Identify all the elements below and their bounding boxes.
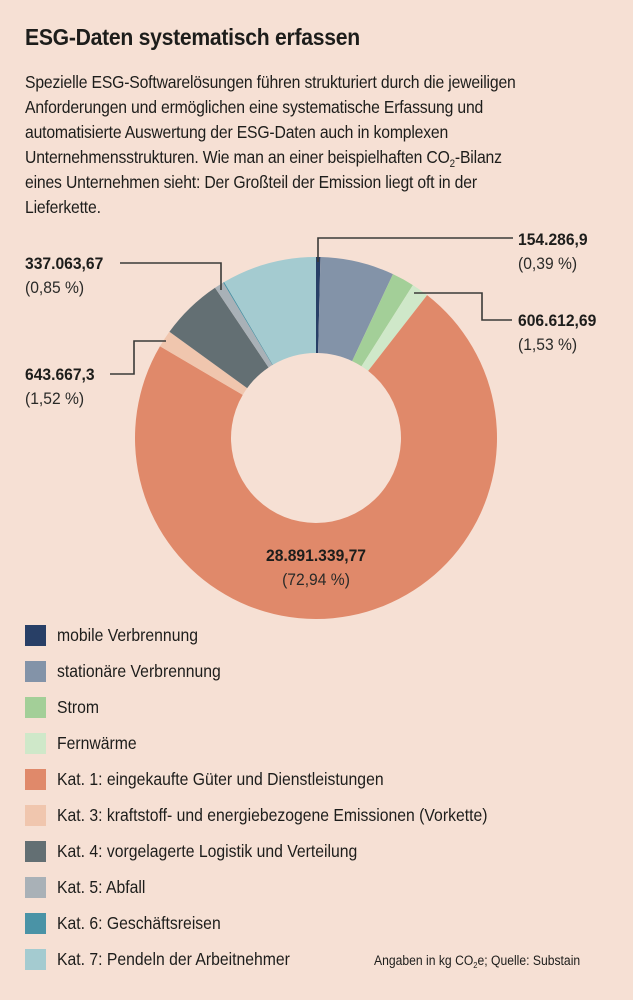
donut-slices bbox=[135, 257, 498, 619]
data-label-value: 337.063,67 bbox=[25, 254, 104, 273]
legend-label: stationäre Verbrennung bbox=[57, 661, 221, 681]
legend-label: Kat. 7: Pendeln der Arbeitnehmer bbox=[57, 949, 290, 969]
data-label-fernwaerme: 606.612,69 (1,53 %) bbox=[518, 309, 596, 357]
legend-label: Kat. 4: vorgelagerte Logistik und Vertei… bbox=[57, 841, 358, 861]
legend-swatch bbox=[25, 877, 46, 898]
chart-title: ESG-Daten systematisch erfassen bbox=[25, 24, 360, 50]
data-label-percent: (1,53 %) bbox=[518, 335, 578, 354]
data-label-value: 643.667,3 bbox=[25, 365, 95, 384]
data-label-value: 606.612,69 bbox=[518, 311, 597, 330]
data-label-percent: (72,94 %) bbox=[282, 570, 350, 589]
data-label-percent: (0,85 %) bbox=[25, 278, 85, 297]
co2-subscript: 2 bbox=[473, 959, 478, 970]
source-prefix: Angaben in kg CO bbox=[374, 953, 474, 968]
legend-label: Kat. 5: Abfall bbox=[57, 877, 146, 897]
legend-swatch bbox=[25, 913, 46, 934]
donut-slice-3 bbox=[361, 285, 428, 371]
donut-slice-2 bbox=[352, 274, 413, 367]
intro-line: eines Unternehmen sieht: Der Großteil de… bbox=[25, 172, 477, 192]
legend-label: Kat. 6: Geschäftsreisen bbox=[57, 913, 221, 933]
intro-line: Lieferkette. bbox=[25, 197, 101, 217]
donut-slice-8 bbox=[223, 282, 273, 366]
intro-line-tail: -Bilanz bbox=[454, 147, 502, 167]
legend-label: Kat. 3: kraftstoff- und energiebezogene … bbox=[57, 805, 488, 825]
intro-line: automatisierte Auswertung der ESG-Daten … bbox=[25, 122, 449, 142]
legend-swatch bbox=[25, 661, 46, 682]
data-label-value: 28.891.339,77 bbox=[265, 546, 367, 565]
intro-line: Spezielle ESG-Softwarelösungen führen st… bbox=[25, 72, 516, 92]
legend-label: mobile Verbrennung bbox=[57, 625, 198, 645]
legend-label: Strom bbox=[57, 697, 100, 717]
legend-swatch bbox=[25, 841, 46, 862]
leader-line-kat5 bbox=[120, 262, 222, 290]
legend-swatch bbox=[25, 949, 46, 970]
donut-slice-7 bbox=[215, 282, 273, 368]
legend-swatch bbox=[25, 733, 46, 754]
intro-line: Unternehmensstrukturen. Wie man an einer… bbox=[25, 145, 610, 170]
data-label-percent: (1,52 %) bbox=[25, 389, 85, 408]
legend-label: Kat. 1: eingekaufte Güter und Dienstleis… bbox=[57, 769, 384, 789]
donut-slice-0 bbox=[316, 257, 321, 354]
leader-line-fernwaerme bbox=[414, 292, 512, 321]
donut-slice-4 bbox=[135, 295, 498, 619]
leader-lines bbox=[110, 237, 513, 375]
co2-subscript: 2 bbox=[449, 157, 455, 170]
donut-slice-1 bbox=[318, 257, 393, 362]
intro-line-text: Unternehmensstrukturen. Wie man an einer… bbox=[25, 147, 450, 167]
leader-line-kat3 bbox=[110, 340, 166, 375]
intro-text: Spezielle ESG-Softwarelösungen führen st… bbox=[25, 70, 610, 220]
data-label-kat5: 337.063,67 (0,85 %) bbox=[25, 252, 103, 300]
data-label-mobile: 154.286,9 (0,39 %) bbox=[518, 228, 588, 276]
legend-swatch bbox=[25, 697, 46, 718]
legend-swatch bbox=[25, 625, 46, 646]
leader-line-mobile bbox=[317, 237, 513, 262]
data-label-percent: (0,39 %) bbox=[518, 254, 578, 273]
donut-slice-9 bbox=[224, 257, 316, 365]
data-label-kat1: 28.891.339,77 (72,94 %) bbox=[224, 544, 408, 592]
source-note: Angaben in kg CO2e; Quelle: Substain bbox=[374, 953, 581, 970]
data-label-value: 154.286,9 bbox=[518, 230, 588, 249]
data-label-kat3: 643.667,3 (1,52 %) bbox=[25, 363, 95, 411]
legend-swatch bbox=[25, 769, 46, 790]
intro-line: Anforderungen und ermöglichen eine syste… bbox=[25, 97, 484, 117]
donut-slice-6 bbox=[169, 287, 269, 389]
source-suffix: e; Quelle: Substain bbox=[477, 953, 581, 968]
donut-slice-5 bbox=[159, 331, 248, 395]
legend-swatch bbox=[25, 805, 46, 826]
legend-label: Fernwärme bbox=[57, 733, 137, 753]
